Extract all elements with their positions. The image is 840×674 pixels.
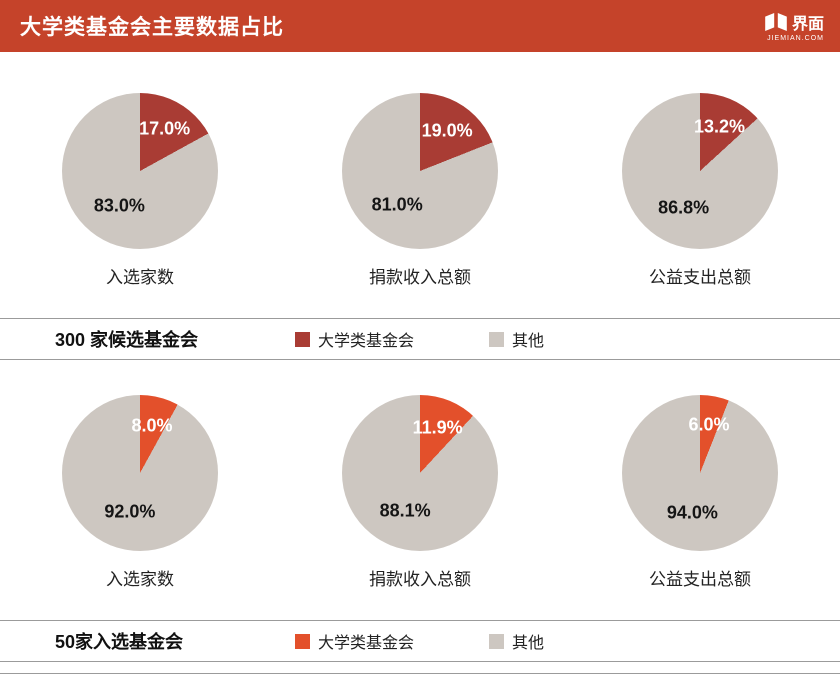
pie-chart-candidates-count: 17.0% 83.0% (62, 93, 218, 249)
pie-chart-selected-spending: 6.0% 94.0% (622, 395, 778, 551)
jiemian-logo: 界面 JIEMIAN.COM (764, 10, 824, 42)
legend-band-selected: 50家入选基金会 大学类基金会 其他 (0, 620, 840, 662)
other-percent-label: 83.0% (93, 195, 145, 216)
pie-title: 捐款收入总额 (369, 570, 471, 589)
legend-label-main: 大学类基金会 (318, 635, 415, 652)
legend-label-other: 其他 (512, 333, 545, 350)
legend-band-candidates: 300 家候选基金会 大学类基金会 其他 (0, 318, 840, 360)
pie-figure: 8.0% 92.0% 入选家数 (0, 395, 280, 589)
page-title: 大学类基金会主要数据占比 (20, 16, 284, 39)
legend-swatch-main (295, 633, 310, 649)
main-percent-label: 8.0% (131, 415, 173, 436)
pie-figure: 6.0% 94.0% 公益支出总额 (560, 395, 840, 589)
main-percent-label: 6.0% (688, 414, 730, 435)
pie-chart-candidates-spending: 13.2% 86.8% (622, 93, 778, 249)
pie-chart-selected-donations: 11.9% 88.1% (342, 395, 498, 551)
other-percent-label: 92.0% (104, 501, 156, 522)
pie-row-selected: 8.0% 92.0% 入选家数 11.9% 88.1% 捐款收入总额 6.0% … (0, 395, 840, 589)
legend-item-other: 其他 (489, 629, 544, 653)
jiemian-logo-icon (764, 13, 788, 31)
pie-title: 入选家数 (106, 268, 174, 287)
pie-figure: 19.0% 81.0% 捐款收入总额 (280, 93, 560, 287)
other-percent-label: 88.1% (379, 500, 431, 521)
pie-figure: 17.0% 83.0% 入选家数 (0, 93, 280, 287)
other-percent-label: 94.0% (666, 502, 718, 523)
pie-title: 入选家数 (106, 570, 174, 589)
group-title: 300 家候选基金会 (55, 330, 199, 350)
pie-title: 捐款收入总额 (369, 268, 471, 287)
pie-row-candidates: 17.0% 83.0% 入选家数 19.0% 81.0% 捐款收入总额 13.2… (0, 93, 840, 287)
legend-label-other: 其他 (512, 635, 545, 652)
main-percent-label: 19.0% (421, 120, 473, 141)
legend-item-main: 大学类基金会 (295, 629, 414, 653)
header-bar: 大学类基金会主要数据占比 界面 JIEMIAN.COM (0, 0, 840, 52)
group-title: 50家入选基金会 (55, 632, 184, 652)
legend-label-main: 大学类基金会 (318, 333, 415, 350)
legend-swatch-other (489, 331, 505, 347)
main-percent-label: 11.9% (412, 417, 463, 438)
pie-figure: 11.9% 88.1% 捐款收入总额 (280, 395, 560, 589)
other-percent-label: 86.8% (658, 197, 710, 218)
pie-chart-selected-count: 8.0% 92.0% (62, 395, 218, 551)
legend-item-main: 大学类基金会 (295, 327, 414, 351)
legend-swatch-other (489, 633, 505, 649)
pie-figure: 13.2% 86.8% 公益支出总额 (560, 93, 840, 287)
legend-item-other: 其他 (489, 327, 544, 351)
pie-title: 公益支出总额 (649, 268, 751, 287)
other-percent-label: 81.0% (371, 194, 423, 215)
legend-swatch-main (295, 331, 310, 347)
pie-chart-candidates-donations: 19.0% 81.0% (342, 93, 498, 249)
logo-domain-text: JIEMIAN.COM (767, 35, 824, 42)
logo-name-text: 界面 (791, 16, 824, 33)
main-percent-label: 13.2% (693, 116, 746, 137)
main-percent-label: 17.0% (139, 118, 191, 139)
pie-title: 公益支出总额 (649, 570, 751, 589)
